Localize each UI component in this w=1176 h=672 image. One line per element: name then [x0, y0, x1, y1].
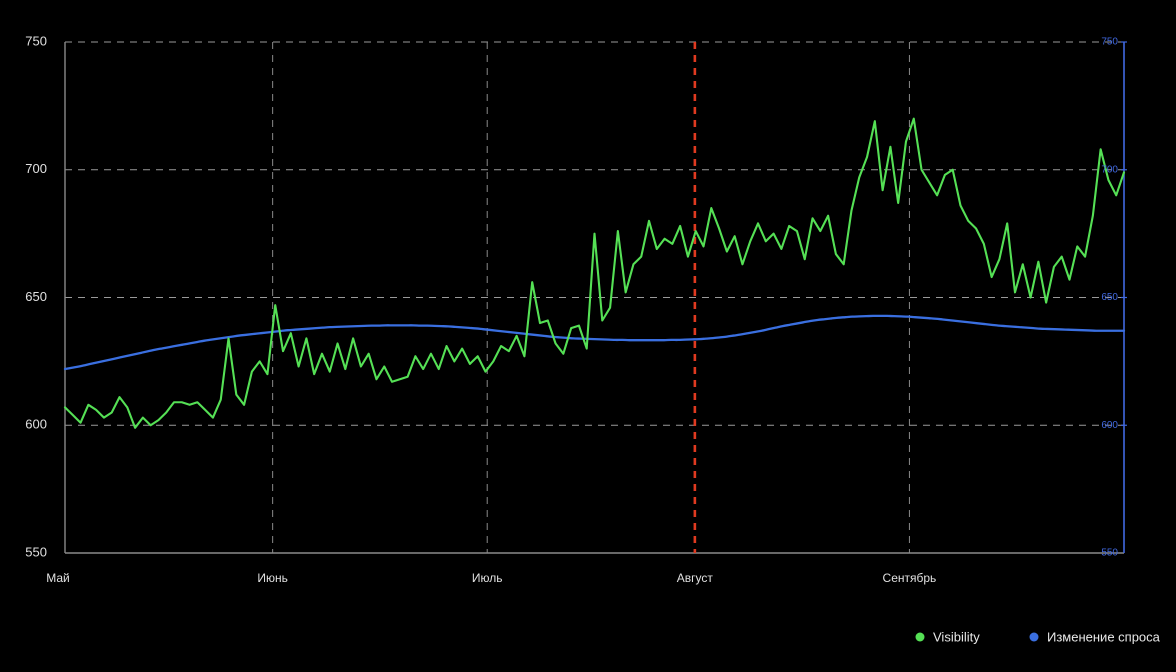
y-axis-tick-label-left: 650	[25, 289, 47, 304]
y-axis-tick-label-right: 650	[1101, 292, 1118, 303]
y-axis-tick-label-right: 550	[1101, 548, 1118, 559]
y-axis-labels-left: 750 700 650 600 550	[25, 33, 47, 559]
x-axis-labels: Май Июнь Июль Август Сентябрь	[46, 571, 936, 585]
x-axis-tick-label: Май	[46, 571, 70, 585]
x-axis-tick-label: Август	[677, 571, 714, 585]
y-axis-tick-label-right: 750	[1101, 37, 1118, 48]
x-axis-tick-label: Сентябрь	[883, 571, 937, 585]
legend-marker-dot	[915, 632, 925, 642]
y-axis-tick-label-left: 750	[25, 33, 47, 48]
x-axis-tick-label: Июнь	[257, 571, 288, 585]
legend-marker-dot	[1029, 632, 1039, 642]
chart-legend[interactable]: Visibility Изменение спроса	[915, 629, 1161, 644]
y-axis-tick-label-left: 600	[25, 417, 47, 432]
series-line-demand	[63, 314, 1126, 371]
series-layer	[63, 117, 1126, 429]
y-axis-tick-label-left: 550	[25, 544, 47, 559]
y-axis-tick-label-right: 700	[1101, 164, 1118, 175]
legend-item-label[interactable]: Изменение спроса	[1047, 629, 1161, 644]
y-axis-tick-label-left: 700	[25, 161, 47, 176]
y-axis-labels-right: 750 700 650 600 550	[1101, 37, 1127, 559]
x-axis-tick-label: Июль	[472, 571, 503, 585]
y-axis-tick-label-right: 600	[1101, 420, 1118, 431]
horizontal-gridlines	[65, 41, 1124, 554]
series-line-visibility	[63, 117, 1126, 429]
legend-item-label[interactable]: Visibility	[933, 629, 980, 644]
